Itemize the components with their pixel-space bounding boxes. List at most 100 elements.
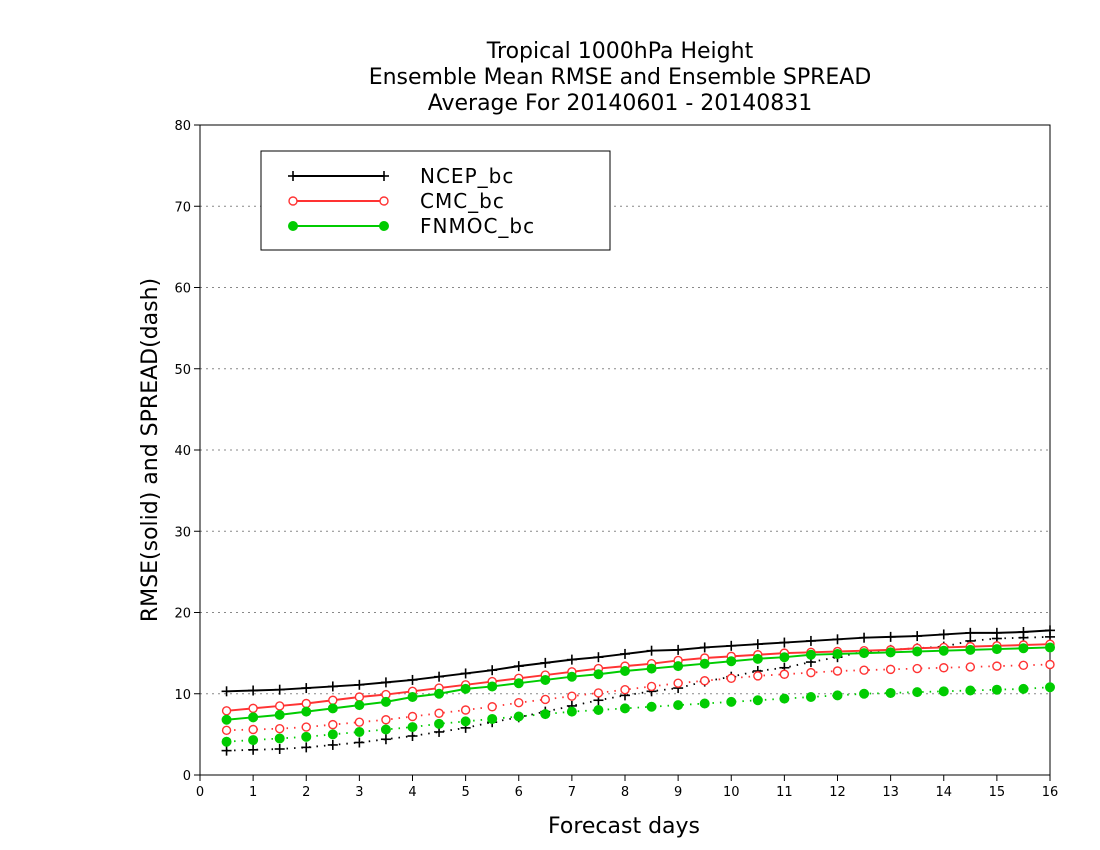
data-point xyxy=(646,663,657,674)
legend-marker xyxy=(379,196,389,206)
data-point xyxy=(885,647,896,658)
data-point xyxy=(540,709,551,720)
data-point xyxy=(593,705,604,715)
series-FNMOC_bc-rmse xyxy=(221,642,1055,725)
data-point xyxy=(832,690,843,701)
legend-entry: NCEP_bc xyxy=(288,164,514,188)
data-point xyxy=(965,662,976,672)
data-point xyxy=(381,715,391,725)
data-point xyxy=(354,737,365,748)
data-point xyxy=(646,681,657,692)
data-point xyxy=(221,686,232,697)
legend-marker xyxy=(379,171,389,181)
data-point xyxy=(221,736,232,747)
data-point xyxy=(673,661,684,672)
data-point xyxy=(327,681,338,692)
data-point xyxy=(673,678,683,688)
x-tick-label: 13 xyxy=(882,785,899,800)
data-point xyxy=(514,697,524,708)
data-point xyxy=(274,744,285,754)
data-point xyxy=(434,688,445,699)
data-point xyxy=(301,722,311,732)
data-point xyxy=(221,714,232,725)
y-tick-label: 80 xyxy=(174,119,191,134)
data-point xyxy=(965,627,976,638)
data-point xyxy=(912,687,923,698)
data-point xyxy=(699,676,710,686)
data-point xyxy=(699,698,710,709)
data-point xyxy=(646,701,657,712)
data-point xyxy=(752,653,763,664)
data-point xyxy=(832,666,843,676)
data-point xyxy=(859,688,870,699)
data-point xyxy=(248,685,259,696)
data-point xyxy=(832,648,843,659)
title-line-1: Tropical 1000hPa Height xyxy=(486,39,754,64)
legend-entry: FNMOC_bc xyxy=(288,214,535,238)
data-point xyxy=(752,639,763,650)
data-point xyxy=(513,711,524,722)
data-point xyxy=(487,713,498,724)
chart-title: Tropical 1000hPa Height Ensemble Mean RM… xyxy=(369,39,872,116)
data-point xyxy=(380,696,391,707)
data-point xyxy=(992,661,1002,671)
y-tick-label: 40 xyxy=(174,444,191,459)
data-point xyxy=(673,644,684,655)
data-point xyxy=(726,656,737,667)
data-point xyxy=(354,679,365,690)
x-tick-label: 12 xyxy=(829,785,846,800)
title-line-2: Ensemble Mean RMSE and Ensemble SPREAD xyxy=(369,65,872,90)
legend-marker xyxy=(288,221,298,231)
y-axis: 0 10 20 30 40 50 60 70 80 xyxy=(174,119,200,784)
legend-marker xyxy=(288,196,298,206)
data-point xyxy=(407,674,418,685)
data-point xyxy=(513,661,524,672)
data-point xyxy=(221,745,232,756)
data-point xyxy=(248,703,258,714)
data-point xyxy=(301,742,312,753)
legend-marker xyxy=(288,171,298,181)
data-point xyxy=(354,700,365,711)
series-line xyxy=(226,629,1051,693)
data-point xyxy=(753,671,763,681)
title-line-3: Average For 20140601 - 20140831 xyxy=(428,91,813,116)
data-point xyxy=(991,627,1002,638)
x-tick-label: 14 xyxy=(935,785,952,800)
data-point xyxy=(593,652,604,663)
y-tick-label: 70 xyxy=(174,200,191,215)
x-tick-label: 1 xyxy=(249,785,257,800)
x-tick-label: 9 xyxy=(674,785,682,800)
data-point xyxy=(779,652,790,663)
legend-marker xyxy=(379,221,389,231)
data-point xyxy=(407,731,418,741)
x-tick-label: 10 xyxy=(723,785,740,800)
y-tick-label: 50 xyxy=(174,363,191,378)
data-point xyxy=(938,686,949,697)
data-point xyxy=(991,684,1002,695)
grid xyxy=(200,205,1050,695)
data-point xyxy=(805,692,816,702)
data-point xyxy=(646,645,657,656)
legend-label: NCEP_bc xyxy=(420,164,514,188)
series-FNMOC_bc-spread xyxy=(221,682,1055,747)
x-axis: 0 1 2 3 4 5 6 7 8 9 10 11 12 13 14 15 16 xyxy=(196,775,1058,800)
data-point xyxy=(460,683,471,694)
data-point xyxy=(487,681,498,692)
data-point xyxy=(912,646,923,657)
data-point xyxy=(593,688,604,698)
data-point xyxy=(1018,627,1029,637)
series-CMC_bc-spread xyxy=(221,659,1055,736)
data-point xyxy=(885,664,896,675)
data-point xyxy=(832,634,843,645)
x-tick-label: 7 xyxy=(568,785,576,800)
legend-label: FNMOC_bc xyxy=(420,214,535,238)
data-point xyxy=(859,665,869,675)
x-tick-label: 3 xyxy=(355,785,363,800)
data-point xyxy=(380,734,391,745)
data-point xyxy=(248,735,259,746)
data-point xyxy=(1045,659,1055,670)
data-point xyxy=(354,726,365,737)
data-point xyxy=(938,629,949,640)
data-point xyxy=(513,678,524,689)
legend-entry: CMC_bc xyxy=(288,189,504,213)
